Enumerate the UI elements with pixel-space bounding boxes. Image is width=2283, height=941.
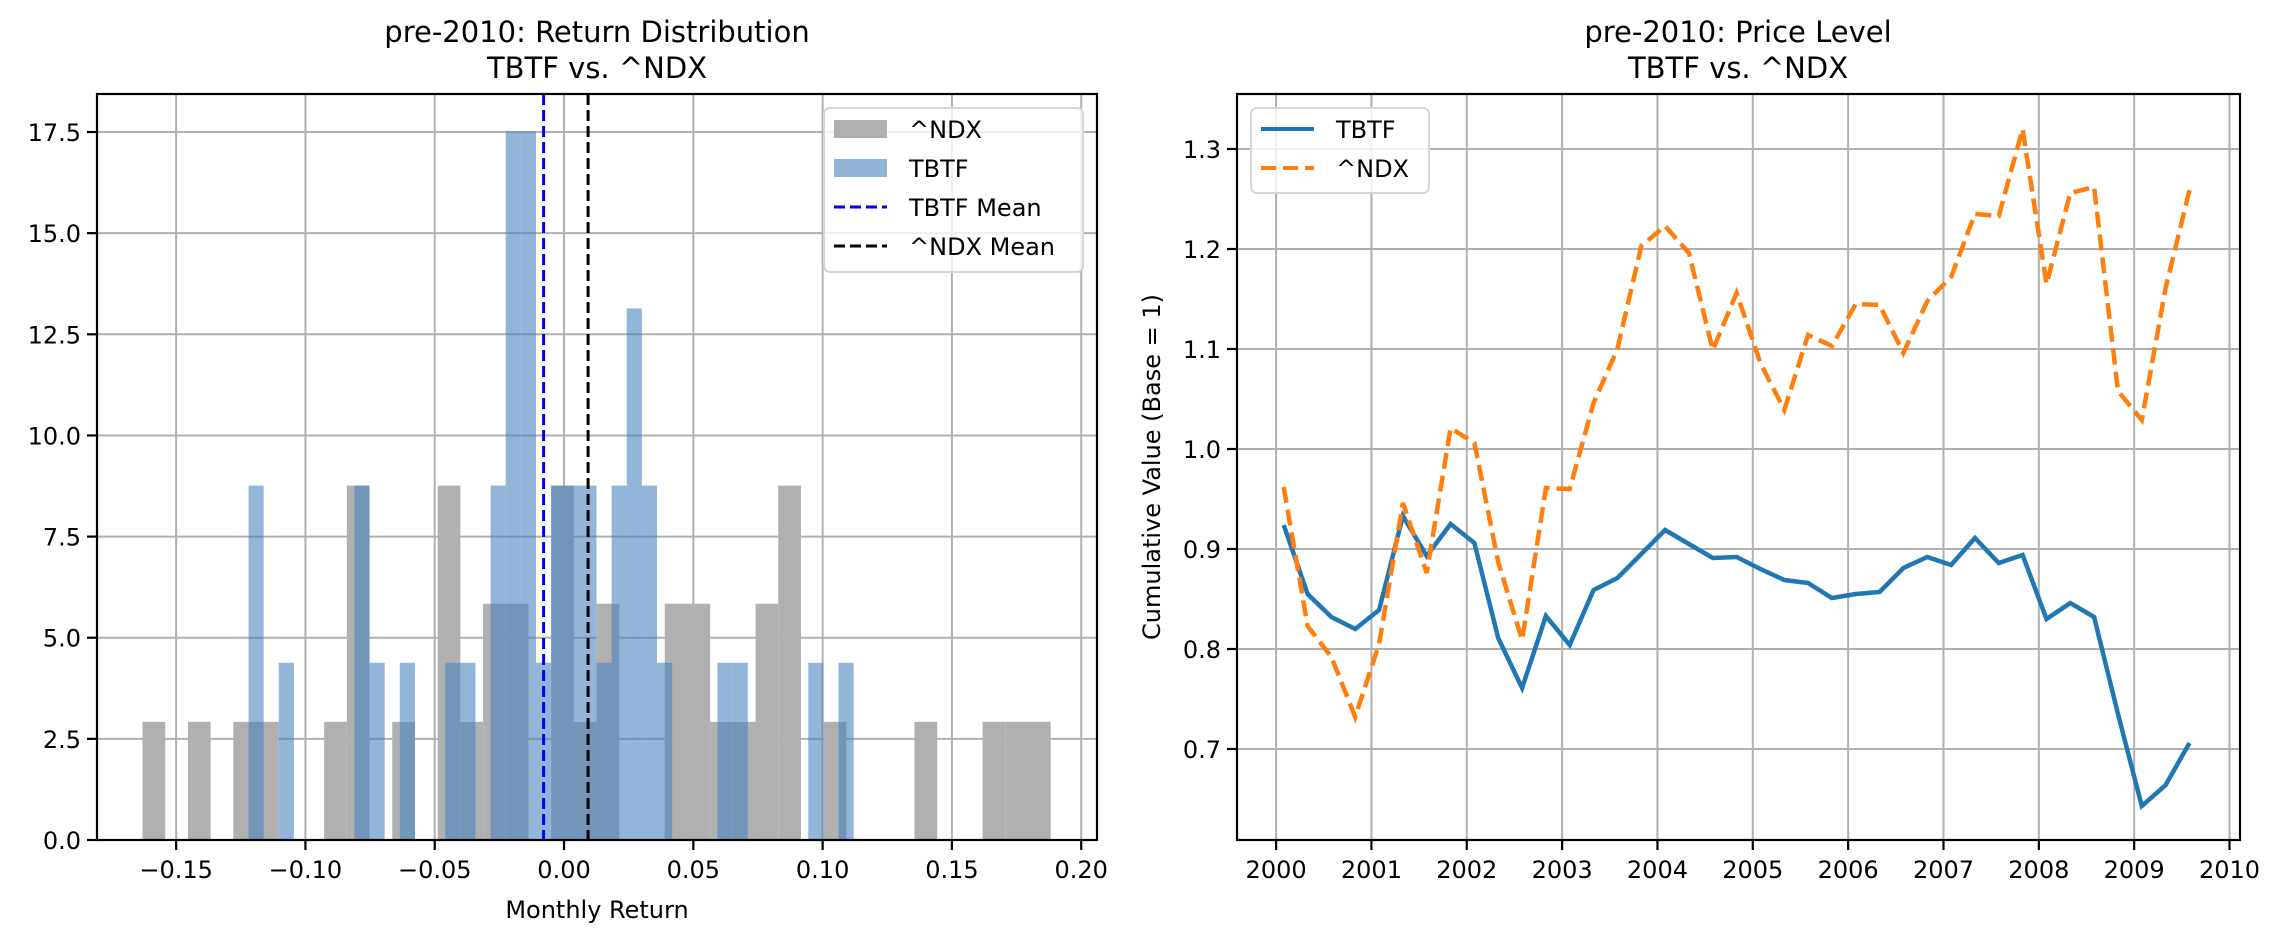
tbtf-bar	[520, 131, 536, 840]
tbtf-bar	[399, 662, 415, 840]
tbtf-bar	[611, 485, 627, 840]
ndx-bar	[778, 485, 801, 840]
left-legend: ^NDX TBTF TBTF Mean ^NDX Mean	[823, 107, 1084, 273]
left-x-axis-label: Monthly Return	[505, 896, 688, 924]
right-ytick-label: 1.1	[1183, 336, 1221, 364]
right-xtick-label: 2007	[1913, 856, 1974, 884]
right-ytick-label: 1.2	[1183, 236, 1221, 264]
right-ytick-label: 1.0	[1183, 436, 1221, 464]
right-xtick-label: 2010	[2199, 856, 2260, 884]
tbtf-bar	[656, 662, 673, 840]
ndx-bar	[1005, 721, 1029, 840]
tbtf-bar	[551, 485, 567, 840]
left-x-ticks: −0.15 −0.10 −0.05 0.00 0.05 0.10 0.15 0.20	[139, 840, 1108, 884]
left-ytick-label: 5.0	[43, 625, 81, 653]
ndx-bar	[914, 721, 938, 840]
left-ytick-label: 15.0	[28, 220, 81, 248]
left-xtick-label: −0.10	[269, 856, 343, 884]
right-axes-frame	[1235, 92, 2242, 842]
ndx-bar	[1028, 721, 1051, 840]
legend-swatch-ndx	[834, 120, 887, 138]
left-xtick-label: 0.00	[537, 856, 590, 884]
tbtf-bar	[808, 662, 824, 840]
right-legend: TBTF ^NDX	[1250, 107, 1430, 194]
tbtf-bar	[626, 308, 642, 840]
tbtf-bar	[596, 662, 612, 840]
right-xtick-label: 2001	[1341, 856, 1402, 884]
legend-label-tbtf: TBTF	[908, 155, 969, 183]
left-legend-box	[823, 107, 1084, 273]
left-xtick-label: 0.05	[667, 856, 720, 884]
tbtf-bar	[838, 662, 854, 840]
right-title-line2: TBTF vs. ^NDX	[1627, 51, 1848, 85]
tbtf-bar	[369, 662, 385, 840]
price-level-panel: pre-2010: Price Level TBTF vs. ^NDX 2000…	[1138, 15, 2260, 884]
legend-label-tbtf-line: TBTF	[1335, 116, 1396, 144]
tbtf-bar	[505, 131, 521, 840]
ndx-bar	[982, 721, 1006, 840]
right-xtick-label: 2000	[1246, 856, 1307, 884]
left-xtick-label: 0.10	[796, 856, 849, 884]
legend-label-ndx: ^NDX	[909, 116, 982, 144]
tbtf-bar	[460, 662, 476, 840]
right-ytick-label: 0.9	[1183, 536, 1221, 564]
right-gridlines	[1237, 94, 2240, 840]
left-title-line2: TBTF vs. ^NDX	[486, 51, 707, 85]
tbtf-bar	[732, 662, 748, 840]
legend-label-ndx-line: ^NDX	[1336, 155, 1409, 183]
left-xtick-label: 0.15	[925, 856, 978, 884]
right-ytick-label: 1.3	[1183, 136, 1221, 164]
left-xtick-label: −0.05	[398, 856, 472, 884]
right-ytick-label: 0.8	[1183, 636, 1221, 664]
right-xtick-label: 2003	[1532, 856, 1593, 884]
right-y-axis-label: Cumulative Value (Base = 1)	[1138, 294, 1166, 640]
tbtf-bar	[445, 662, 461, 840]
tbtf-price-line	[1281, 510, 2192, 811]
left-ytick-label: 7.5	[43, 524, 81, 552]
tbtf-bar	[641, 485, 657, 840]
right-xtick-label: 2004	[1627, 856, 1688, 884]
tbtf-bar	[248, 485, 264, 840]
legend-label-tbtf-mean: TBTF Mean	[908, 194, 1042, 222]
tbtf-bar	[490, 485, 506, 840]
left-ytick-label: 2.5	[43, 726, 81, 754]
right-xtick-label: 2002	[1436, 856, 1497, 884]
right-ytick-label: 0.7	[1183, 736, 1221, 764]
left-ytick-label: 0.0	[43, 827, 81, 855]
legend-swatch-tbtf	[834, 159, 887, 177]
price-lines	[1281, 128, 2192, 811]
left-xtick-label: −0.15	[139, 856, 213, 884]
tbtf-bar	[354, 485, 370, 840]
histogram-panel: pre-2010: Return Distribution TBTF vs. ^…	[28, 15, 1108, 924]
right-x-ticks: 2000 2001 2002 2003 2004 2005 2006 2007 2008 2009…	[1246, 840, 2260, 884]
right-title-line1: pre-2010: Price Level	[1584, 15, 1891, 49]
right-xtick-label: 2006	[1818, 856, 1879, 884]
right-xtick-label: 2009	[2104, 856, 2165, 884]
right-xtick-label: 2008	[2008, 856, 2069, 884]
ndx-price-line	[1281, 128, 2192, 724]
ndx-bar	[687, 603, 711, 840]
ndx-bar	[187, 721, 211, 840]
left-ytick-label: 10.0	[28, 422, 81, 450]
left-y-ticks: 0.0 2.5 5.0 7.5 10.0 12.5 15.0 17.5	[28, 119, 97, 855]
ndx-bar	[142, 721, 166, 840]
left-axes-frame	[95, 92, 1099, 842]
left-xtick-label: 0.20	[1055, 856, 1108, 884]
mean-lines	[542, 94, 590, 840]
left-ytick-label: 17.5	[28, 119, 81, 147]
right-y-ticks: 0.7 0.8 0.9 1.0 1.1 1.2 1.3	[1183, 136, 1237, 764]
ndx-bar	[324, 721, 347, 840]
left-title-line1: pre-2010: Return Distribution	[384, 15, 809, 49]
legend-label-ndx-mean: ^NDX Mean	[909, 233, 1055, 261]
left-ytick-label: 12.5	[28, 321, 81, 349]
tbtf-bar	[566, 485, 582, 840]
tbtf-bar	[717, 662, 733, 840]
right-xtick-label: 2005	[1722, 856, 1783, 884]
tbtf-bar	[278, 662, 294, 840]
ndx-bar	[755, 603, 779, 840]
